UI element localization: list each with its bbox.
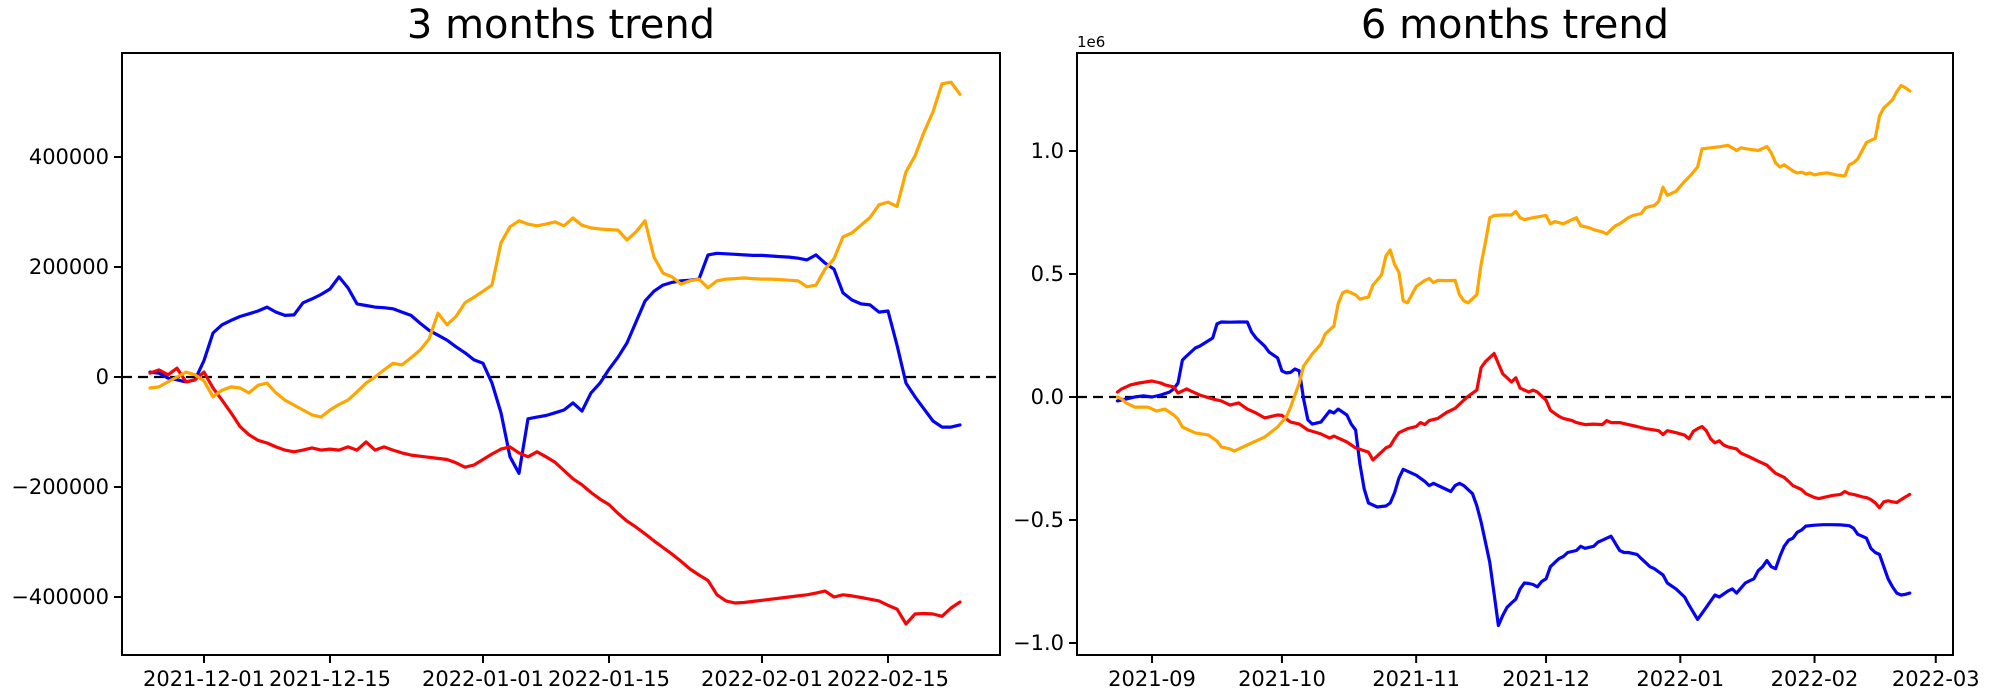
- x-tick-label-2022-02-15: 2022-02-15: [827, 667, 949, 691]
- x-tick-label-2022-02: 2022-02: [1771, 667, 1859, 691]
- y-tick-label-1.0: 1.0: [1031, 139, 1064, 163]
- x-tick-label-2021-12: 2021-12: [1502, 667, 1590, 691]
- y-tick-label-−400000: −400000: [11, 585, 109, 609]
- y-axis-ticks-3-months: 400000 200000 0 −200000 −400000: [11, 145, 122, 609]
- chart-6-months-trend: 2021-09 2021-10 2021-11 2021-12 2022-01 2022-…: [1013, 2, 1980, 691]
- y-tick-label-0.0: 0.0: [1031, 385, 1064, 409]
- x-tick-label-2021-11: 2021-11: [1372, 667, 1460, 691]
- y-tick-label-−1.0: −1.0: [1013, 631, 1064, 655]
- y-tick-label-−200000: −200000: [11, 475, 109, 499]
- chart-3-months-trend: 2021-12-01 2021-12-15 2022-01-01 2022-01-15…: [11, 2, 1001, 691]
- series-line-orange-3-months: [148, 80, 962, 419]
- y-axis-multiplier-label-6-months: 1e6: [1077, 33, 1105, 51]
- chart-title-3-months: 3 months trend: [407, 2, 715, 48]
- plot-border-6-months: [1076, 52, 1954, 656]
- x-tick-label-2021-10: 2021-10: [1238, 667, 1326, 691]
- x-axis-ticks-6-months: 2021-09 2021-10 2021-11 2021-12 2022-01 2022-…: [1108, 655, 1980, 691]
- x-tick-label-2021-12-01: 2021-12-01: [143, 667, 265, 691]
- x-tick-label-2022-02-01: 2022-02-01: [701, 667, 823, 691]
- series-line-blue-6-months: [1115, 320, 1912, 628]
- series-line-orange-6-months: [1115, 83, 1912, 453]
- x-tick-label-2021-09: 2021-09: [1108, 667, 1196, 691]
- series-line-blue-3-months: [148, 251, 962, 475]
- y-tick-label-200000: 200000: [29, 255, 109, 279]
- y-tick-label-0: 0: [96, 365, 109, 389]
- plot-border-3-months: [121, 52, 1001, 656]
- x-tick-label-2022-01-01: 2022-01-01: [422, 667, 544, 691]
- x-axis-ticks-3-months: 2021-12-01 2021-12-15 2022-01-01 2022-01-15…: [143, 655, 949, 691]
- x-tick-label-2022-01: 2022-01: [1636, 667, 1724, 691]
- x-tick-label-2021-12-15: 2021-12-15: [269, 667, 391, 691]
- series-line-red-6-months: [1115, 351, 1912, 510]
- y-axis-ticks-6-months: 1.0 0.5 0.0 −0.5 −1.0: [1013, 139, 1077, 655]
- y-tick-label-400000: 400000: [29, 145, 109, 169]
- chart-title-6-months: 6 months trend: [1361, 2, 1669, 48]
- series-line-red-3-months: [148, 366, 962, 626]
- x-tick-label-2022-01-15: 2022-01-15: [548, 667, 670, 691]
- x-tick-label-2022-03: 2022-03: [1892, 667, 1980, 691]
- y-tick-label-0.5: 0.5: [1031, 262, 1064, 286]
- y-tick-label-−0.5: −0.5: [1013, 508, 1064, 532]
